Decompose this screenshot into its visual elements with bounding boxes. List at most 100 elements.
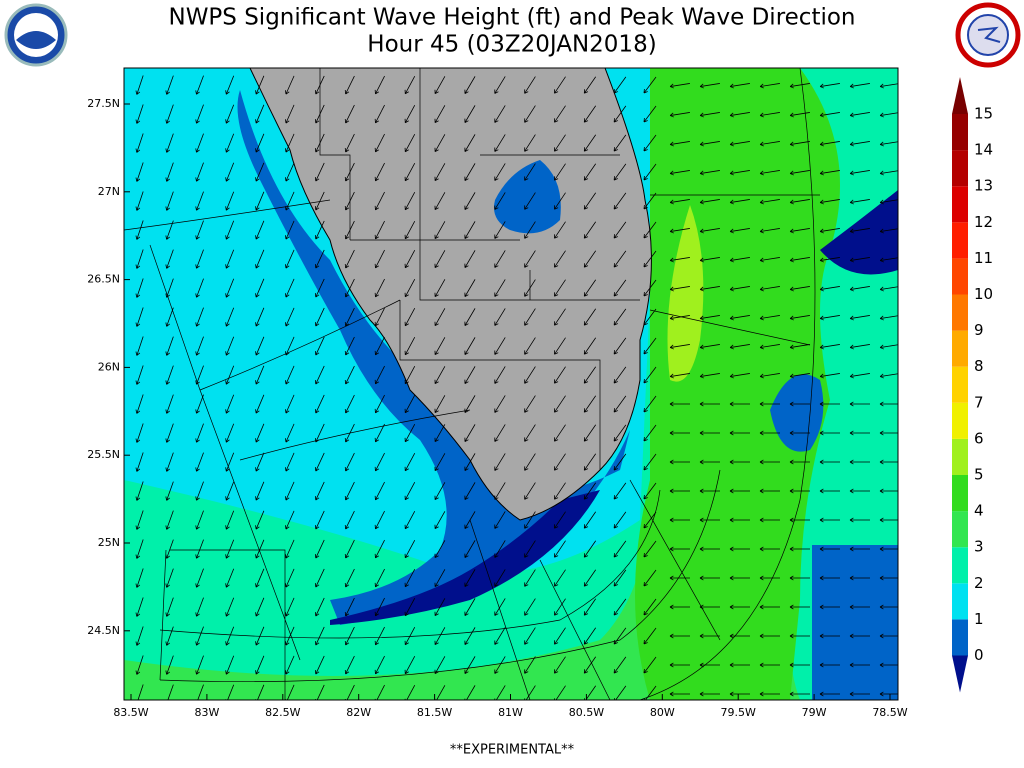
colorbar-over bbox=[952, 77, 968, 114]
arrow bbox=[225, 597, 235, 617]
arrow bbox=[554, 395, 566, 413]
arrow bbox=[255, 191, 265, 211]
arrow bbox=[464, 308, 476, 326]
arrow bbox=[554, 337, 566, 355]
colorbar-label: 6 bbox=[974, 429, 984, 447]
arrow bbox=[789, 546, 810, 552]
arrow bbox=[135, 568, 144, 588]
arrow bbox=[524, 105, 536, 123]
lat-label: 26.5N bbox=[87, 273, 120, 286]
arrow bbox=[135, 162, 144, 182]
arrow bbox=[849, 430, 870, 436]
arrow bbox=[669, 488, 690, 494]
colorbar-bin bbox=[952, 619, 968, 656]
arrow bbox=[494, 105, 506, 123]
arrow bbox=[135, 220, 144, 240]
arrow bbox=[255, 626, 265, 646]
arrow bbox=[879, 488, 898, 494]
arrow bbox=[729, 257, 750, 263]
arrow bbox=[789, 575, 810, 581]
arrow bbox=[165, 220, 174, 240]
arrow bbox=[524, 366, 536, 384]
arrow bbox=[195, 423, 204, 443]
arrow bbox=[759, 112, 780, 118]
arrow bbox=[434, 279, 446, 298]
arrow bbox=[344, 423, 355, 443]
arrow bbox=[464, 163, 476, 181]
arrow bbox=[344, 336, 355, 356]
arrow bbox=[729, 401, 750, 407]
arrow bbox=[494, 511, 506, 529]
arrow bbox=[404, 134, 416, 153]
arrow bbox=[404, 627, 416, 646]
arrow bbox=[344, 249, 355, 269]
arrow bbox=[643, 163, 657, 181]
arrow bbox=[789, 373, 810, 379]
arrow bbox=[524, 598, 536, 616]
arrow bbox=[729, 546, 750, 552]
arrow bbox=[819, 517, 840, 523]
arrow bbox=[699, 112, 720, 118]
colorbar-bin bbox=[952, 150, 968, 187]
arrow bbox=[879, 662, 898, 668]
arrow bbox=[554, 221, 566, 239]
arrow bbox=[849, 662, 870, 668]
arrow bbox=[819, 112, 840, 118]
arrow bbox=[699, 401, 720, 407]
arrow bbox=[135, 365, 144, 385]
arrow bbox=[135, 394, 144, 414]
arrow bbox=[374, 104, 385, 124]
arrow bbox=[255, 510, 265, 530]
arrow bbox=[554, 424, 566, 442]
arrow bbox=[729, 83, 750, 89]
arrow bbox=[434, 105, 446, 124]
arrow bbox=[643, 424, 657, 442]
arrow bbox=[225, 423, 235, 443]
arrow bbox=[699, 199, 720, 205]
arrow bbox=[225, 249, 235, 269]
arrow bbox=[669, 286, 690, 292]
arrow bbox=[613, 366, 627, 384]
arrow bbox=[669, 604, 690, 610]
arrow bbox=[669, 228, 690, 234]
arrow bbox=[819, 141, 840, 147]
arrow bbox=[729, 344, 750, 350]
arrow bbox=[643, 685, 657, 700]
arrow bbox=[344, 162, 355, 182]
arrow bbox=[195, 394, 204, 414]
subtitle: Hour 45 (03Z20JAN2018) bbox=[367, 32, 656, 58]
arrow bbox=[374, 278, 385, 298]
arrow bbox=[789, 315, 810, 321]
arrow bbox=[225, 655, 235, 675]
arrow bbox=[195, 220, 204, 240]
arrow bbox=[554, 163, 566, 181]
arrow bbox=[759, 633, 780, 639]
arrow bbox=[879, 517, 898, 523]
arrow bbox=[849, 517, 870, 523]
arrow bbox=[434, 221, 446, 240]
arrow bbox=[464, 569, 476, 587]
arrow bbox=[583, 395, 597, 413]
arrow bbox=[464, 453, 476, 471]
arrow bbox=[524, 221, 536, 239]
arrow bbox=[759, 315, 780, 321]
arrow bbox=[285, 191, 295, 211]
arrow bbox=[699, 517, 720, 523]
arrow bbox=[699, 488, 720, 494]
arrow bbox=[225, 336, 235, 356]
arrow bbox=[374, 365, 385, 385]
arrow bbox=[699, 170, 720, 176]
arrow bbox=[669, 344, 690, 350]
arrow bbox=[404, 569, 416, 588]
arrow bbox=[643, 598, 657, 616]
arrow bbox=[554, 134, 566, 152]
arrow bbox=[494, 366, 506, 384]
colorbar-label: 9 bbox=[974, 321, 984, 339]
arrow bbox=[255, 423, 265, 443]
arrow bbox=[524, 279, 536, 297]
arrow bbox=[554, 308, 566, 326]
arrow bbox=[819, 488, 840, 494]
arrow bbox=[255, 278, 265, 298]
arrow bbox=[699, 344, 720, 350]
arrow bbox=[699, 575, 720, 581]
